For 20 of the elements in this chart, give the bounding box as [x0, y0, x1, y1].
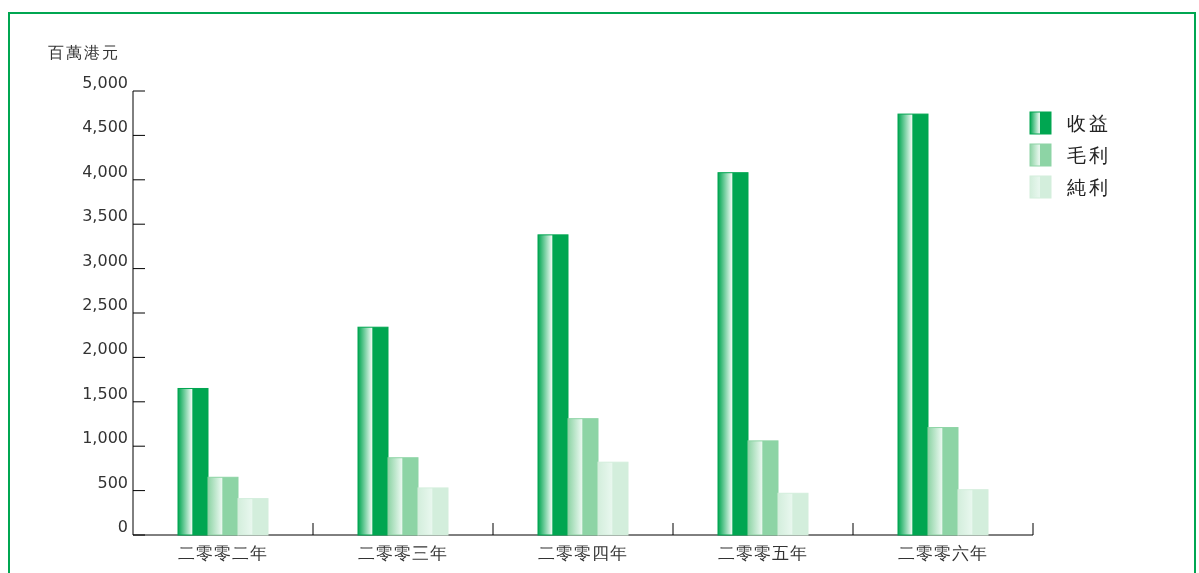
- y-tick-label: 4,000: [82, 161, 128, 181]
- y-tick-label: 3,000: [82, 250, 128, 270]
- x-tick-label: 二零零六年: [898, 543, 988, 563]
- y-tick-label: 1,000: [82, 428, 128, 448]
- y-tick-label: 1,500: [82, 383, 128, 403]
- x-tick-label: 二零零四年: [538, 543, 628, 563]
- y-tick-label: 2,000: [82, 339, 128, 359]
- x-tick-label: 二零零二年: [178, 543, 268, 563]
- y-tick-label: 0: [117, 517, 128, 536]
- legend-label: 毛利: [1067, 144, 1111, 166]
- y-tick-label: 4,500: [82, 117, 128, 137]
- x-tick-label: 二零零三年: [358, 543, 448, 563]
- y-tick-label: 500: [97, 472, 128, 492]
- y-tick-label: 5,000: [82, 73, 128, 92]
- legend-label: 純利: [1067, 176, 1111, 198]
- y-tick-label: 3,500: [82, 206, 128, 226]
- y-axis-title: 百萬港元: [48, 43, 120, 62]
- legend-label: 收益: [1067, 112, 1111, 134]
- x-tick-label: 二零零五年: [718, 543, 808, 563]
- y-tick-label: 2,500: [82, 295, 128, 314]
